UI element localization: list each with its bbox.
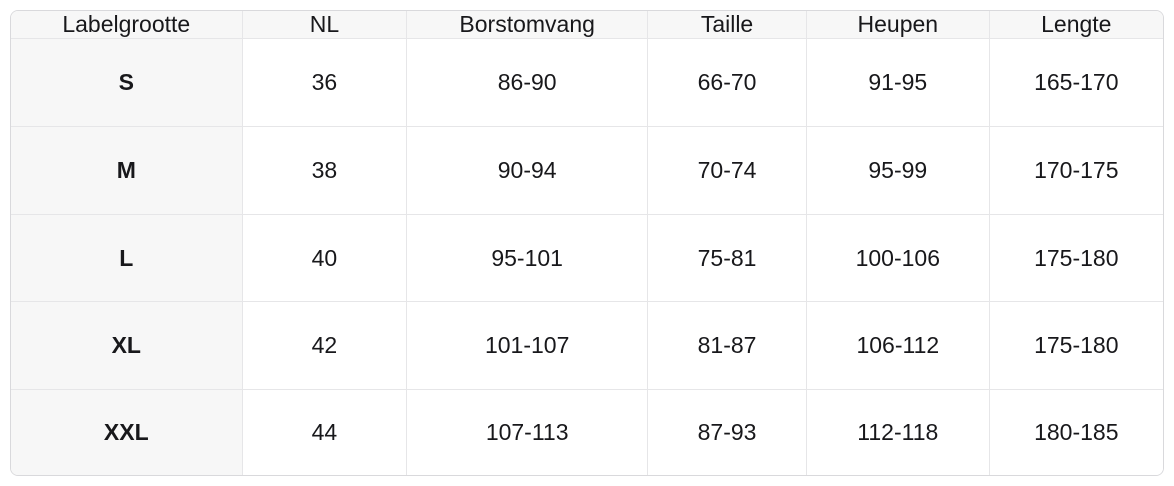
column-header-heupen: Heupen <box>807 11 990 39</box>
table-cell: 95-101 <box>407 214 649 303</box>
table-row-xxl: XXL 44 107-113 87-93 112-118 180-185 <box>11 390 1163 475</box>
table-cell: 175-180 <box>989 214 1163 303</box>
table-cell: 95-99 <box>807 126 990 215</box>
column-header-borstomvang: Borstomvang <box>407 11 649 39</box>
table-row-m: M 38 90-94 70-74 95-99 170-175 <box>11 126 1163 215</box>
table-cell: 106-112 <box>807 302 990 391</box>
table-cell: 112-118 <box>807 390 990 475</box>
table-cell: 36 <box>242 39 408 127</box>
column-header-nl: NL <box>242 11 408 39</box>
table-row-s: S 36 86-90 66-70 91-95 165-170 <box>11 39 1163 127</box>
row-label-xxl: XXL <box>11 390 243 475</box>
size-chart-card: Labelgrootte NL Borstomvang Taille Heupe… <box>10 10 1164 476</box>
size-chart-table: Labelgrootte NL Borstomvang Taille Heupe… <box>11 11 1163 475</box>
header-row: Labelgrootte NL Borstomvang Taille Heupe… <box>11 11 1163 39</box>
table-cell: 38 <box>242 126 408 215</box>
table-cell: 175-180 <box>989 302 1163 391</box>
table-cell: 44 <box>242 390 408 475</box>
table-cell: 170-175 <box>989 126 1163 215</box>
table-cell: 91-95 <box>807 39 990 127</box>
row-label-s: S <box>11 39 243 127</box>
table-row-l: L 40 95-101 75-81 100-106 175-180 <box>11 214 1163 303</box>
table-cell: 75-81 <box>648 214 808 303</box>
row-label-l: L <box>11 214 243 303</box>
table-cell: 42 <box>242 302 408 391</box>
table-cell: 165-170 <box>989 39 1163 127</box>
table-row-xl: XL 42 101-107 81-87 106-112 175-180 <box>11 302 1163 391</box>
row-label-m: M <box>11 126 243 215</box>
table-cell: 81-87 <box>648 302 808 391</box>
column-header-lengte: Lengte <box>989 11 1163 39</box>
table-cell: 40 <box>242 214 408 303</box>
table-cell: 86-90 <box>407 39 649 127</box>
table-cell: 100-106 <box>807 214 990 303</box>
table-cell: 101-107 <box>407 302 649 391</box>
table-cell: 107-113 <box>407 390 649 475</box>
row-label-xl: XL <box>11 302 243 391</box>
table-cell: 87-93 <box>648 390 808 475</box>
table-cell: 90-94 <box>407 126 649 215</box>
table-cell: 180-185 <box>989 390 1163 475</box>
column-header-taille: Taille <box>648 11 808 39</box>
table-cell: 66-70 <box>648 39 808 127</box>
table-cell: 70-74 <box>648 126 808 215</box>
column-header-labelgrootte: Labelgrootte <box>11 11 243 39</box>
